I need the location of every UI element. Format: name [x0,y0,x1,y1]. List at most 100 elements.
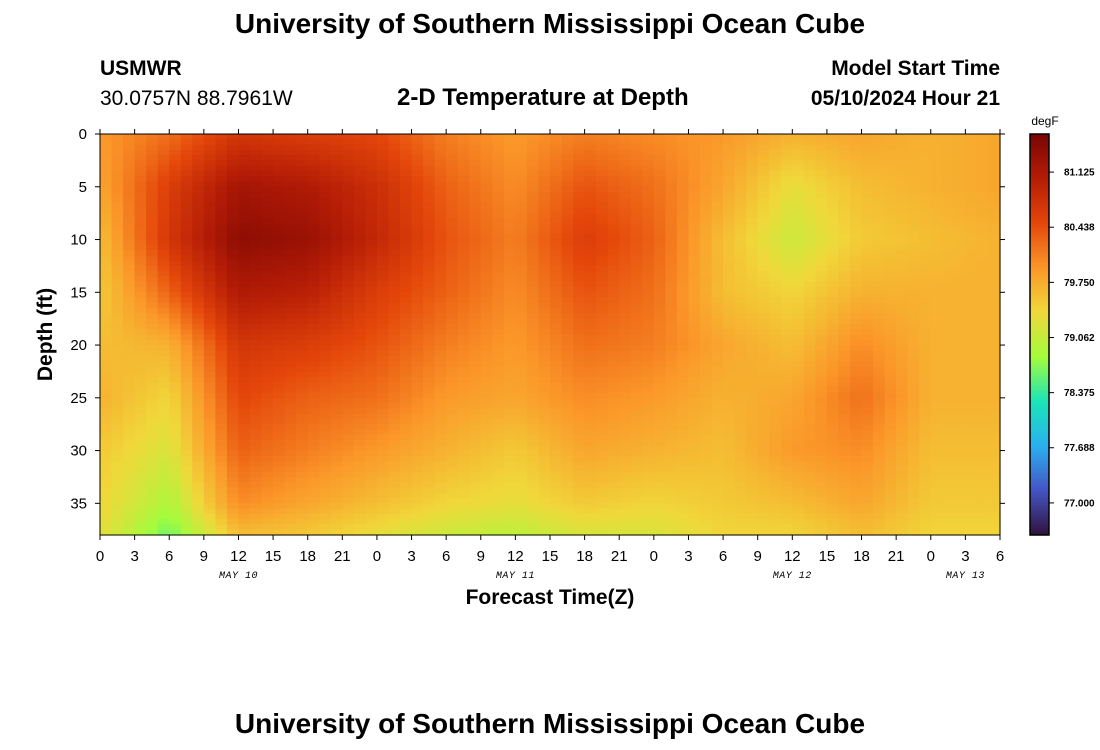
heatmap-cell [561,366,574,373]
heatmap-cell [146,207,159,214]
heatmap-cell [792,202,805,209]
heatmap-cell [515,144,528,151]
heatmap-cell [526,265,540,272]
heatmap-cell [446,424,459,431]
heatmap-cell [769,508,782,515]
heatmap-cell [342,371,355,378]
heatmap-cell [780,434,793,441]
heatmap-cell [665,519,678,526]
heatmap-cell [700,149,713,156]
heatmap-cell [307,350,320,357]
heatmap-cell [457,492,470,499]
heatmap-cell [180,418,193,425]
heatmap-cell [492,323,505,330]
heatmap-cell [157,476,170,483]
heatmap-cell [342,376,355,383]
heatmap-cell [503,218,516,225]
heatmap-cell [561,144,574,151]
heatmap-cell [676,170,690,177]
heatmap-cell [319,492,332,499]
heatmap-cell [215,350,228,357]
heatmap-cell [388,492,401,499]
heatmap-cell [734,450,747,457]
heatmap-cell [319,176,332,183]
heatmap-cell [134,271,147,278]
heatmap-cell [307,213,320,220]
heatmap-cell [123,276,136,283]
heatmap-cell [619,202,632,209]
heatmap-cell [134,202,147,209]
heatmap-cell [400,207,413,214]
heatmap-cell [792,519,805,526]
heatmap-cell [215,134,228,140]
heatmap-cell [111,355,124,362]
heatmap-cell [400,345,413,351]
heatmap-cell [526,355,540,362]
heatmap-cell [838,186,851,193]
heatmap-cell [400,440,413,446]
heatmap-cell [469,144,482,151]
heatmap-cell [307,403,320,409]
heatmap-cell [296,265,309,272]
heatmap-cell [330,165,343,172]
heatmap-cell [619,170,632,177]
heatmap-cell [676,323,690,330]
heatmap-cell [446,455,459,462]
heatmap-cell [746,302,759,309]
heatmap-cell [169,381,182,388]
heatmap-cell [792,170,805,177]
heatmap-cell [203,376,216,383]
heatmap-cell [780,492,793,499]
heatmap-cell [826,318,840,325]
heatmap-cell [757,239,770,246]
heatmap-cell [792,434,805,441]
heatmap-cell [665,271,678,278]
heatmap-cell [838,165,851,172]
heatmap-cell [826,323,840,330]
heatmap-cell [688,334,701,341]
heatmap-cell [388,271,401,278]
heatmap-cell [296,318,309,325]
heatmap-cell [688,476,701,483]
heatmap-cell [353,440,366,446]
heatmap-cell [642,144,655,151]
heatmap-cell [630,366,643,373]
heatmap-cell [157,508,170,515]
heatmap-cell [769,429,782,436]
heatmap-cell [838,355,851,362]
heatmap-cell [503,181,516,188]
heatmap-cell [134,197,147,204]
heatmap-cell [642,176,655,183]
heatmap-cell [711,424,724,431]
heatmap-cell [123,287,136,293]
heatmap-cell [296,181,309,188]
heatmap-cell [711,165,724,172]
heatmap-cell [146,434,159,441]
heatmap-cell [630,466,643,473]
heatmap-cell [411,487,424,494]
heatmap-cell [469,323,482,330]
heatmap-cell [330,366,343,373]
heatmap-cell [319,139,332,146]
heatmap-cell [469,139,482,146]
heatmap-cell [111,176,124,183]
heatmap-cell [561,345,574,351]
heatmap-cell [607,498,620,504]
heatmap-cell [688,408,701,415]
heatmap-cell [365,297,378,304]
heatmap-cell [550,445,563,452]
heatmap-cell [169,265,182,272]
heatmap-cell [607,170,620,177]
heatmap-cell [307,318,320,325]
heatmap-cell [180,503,193,510]
heatmap-cell [803,149,816,156]
heatmap-cell [157,308,170,314]
heatmap-cell [273,498,286,504]
heatmap-cell [584,503,597,510]
heatmap-cell [492,466,505,473]
heatmap-cell [676,513,690,520]
heatmap-cell [850,255,863,262]
heatmap-cell [792,228,805,235]
heatmap-cell [192,260,205,267]
heatmap-cell [284,213,297,220]
